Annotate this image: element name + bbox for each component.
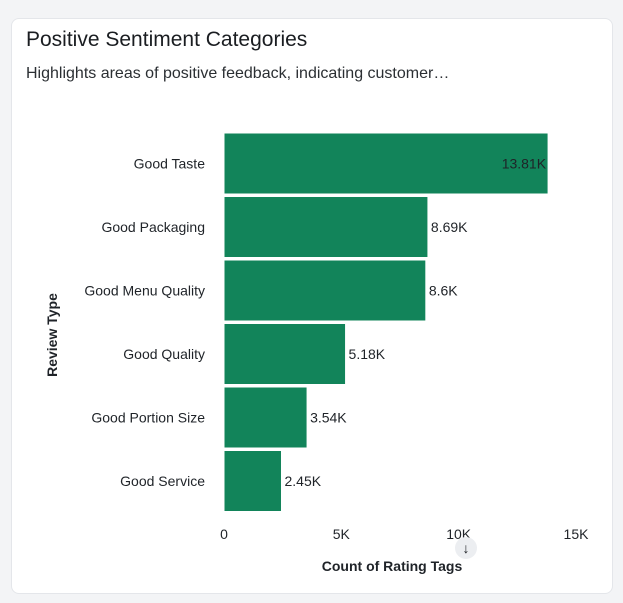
category-label: Good Service — [120, 473, 205, 489]
x-axis-ticks: 0 5K 10K 15K — [220, 526, 589, 542]
data-label: 3.54K — [310, 410, 347, 426]
category-label: Good Quality — [123, 346, 205, 362]
y-axis-label: Review Type — [44, 293, 60, 377]
bar-good-portion-size[interactable] — [223, 386, 308, 449]
category-labels: Good Taste Good Packaging Good Menu Qualit… — [84, 156, 205, 490]
bar-good-quality[interactable] — [223, 323, 347, 385]
data-label: 8.69K — [431, 219, 468, 235]
category-label: Good Taste — [134, 156, 206, 172]
data-label: 8.6K — [429, 283, 458, 299]
x-tick-label: 15K — [564, 526, 590, 542]
x-tick-label: 5K — [333, 526, 351, 542]
arrow-down-icon[interactable]: ↓ — [455, 537, 477, 559]
data-label: 13.81K — [502, 156, 547, 172]
data-labels: 13.81K 8.69K 8.6K 5.18K 3.54K 2.45K — [284, 156, 546, 490]
x-axis-label[interactable]: Count of Rating Tags — [322, 558, 463, 574]
category-label: Good Menu Quality — [84, 283, 205, 299]
bar-good-packaging[interactable] — [223, 196, 429, 258]
data-label: 2.45K — [284, 473, 321, 489]
data-label: 5.18K — [349, 346, 386, 362]
x-tick-label: 0 — [220, 526, 228, 542]
category-label: Good Portion Size — [91, 410, 205, 426]
category-label: Good Packaging — [101, 219, 205, 235]
chart-title: Positive Sentiment Categories — [26, 28, 308, 51]
bar-good-menu-quality[interactable] — [223, 259, 427, 322]
bar-good-service[interactable] — [223, 450, 282, 512]
bar-good-taste[interactable] — [223, 132, 549, 195]
bars-group — [223, 132, 549, 512]
